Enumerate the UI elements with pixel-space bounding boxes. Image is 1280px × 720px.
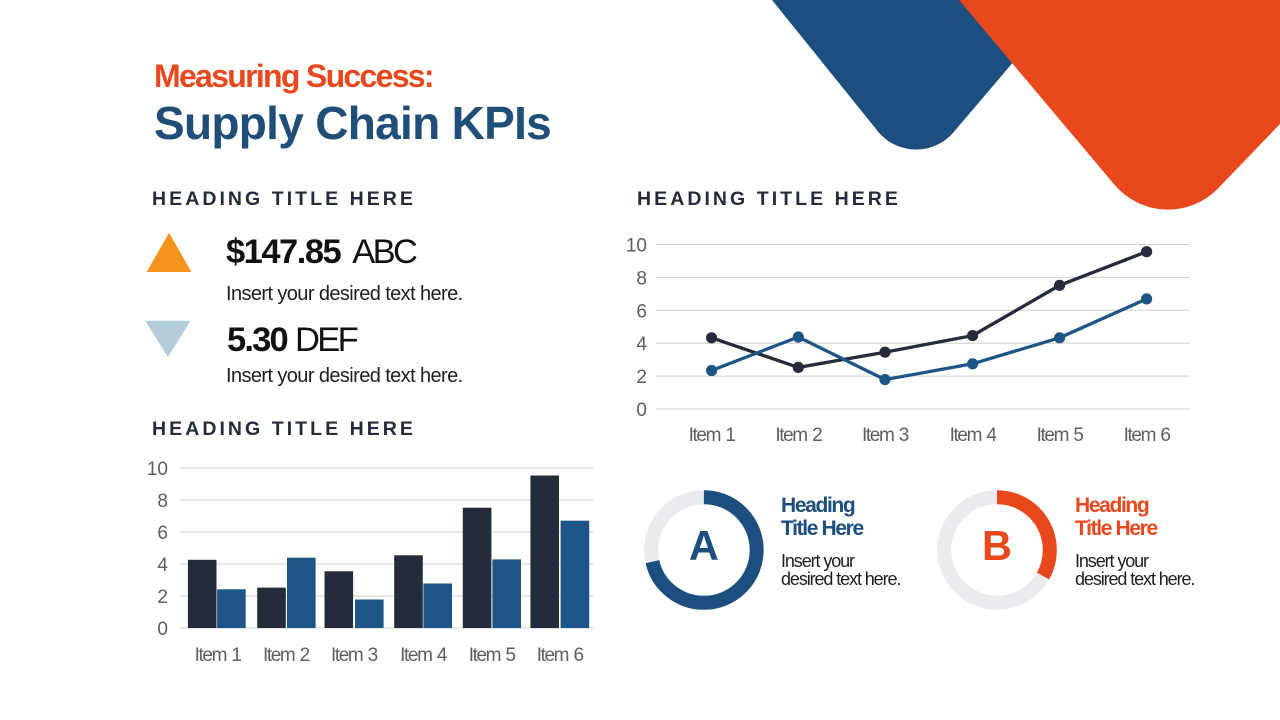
svg-text:4: 4 [636,334,647,355]
svg-text:Item 1: Item 1 [689,425,736,446]
svg-text:Item 5: Item 5 [1037,425,1084,446]
svg-text:0: 0 [636,400,647,421]
svg-text:10: 10 [147,459,168,480]
svg-text:2: 2 [157,587,168,608]
svg-text:Item 4: Item 4 [400,645,448,666]
svg-text:4: 4 [157,555,168,576]
svg-text:0: 0 [157,619,168,640]
svg-text:8: 8 [157,491,168,512]
svg-text:10: 10 [626,236,647,257]
svg-text:Item 3: Item 3 [862,425,909,446]
svg-text:Item 5: Item 5 [469,645,516,666]
svg-text:Item 6: Item 6 [1124,425,1171,446]
svg-text:6: 6 [636,301,647,322]
svg-text:Item 4: Item 4 [950,425,998,446]
svg-text:6: 6 [157,523,168,544]
svg-text:8: 8 [636,268,647,289]
svg-text:2: 2 [636,367,647,388]
svg-text:Item 1: Item 1 [195,645,242,666]
svg-text:Item 2: Item 2 [263,645,310,666]
svg-text:B: B [982,522,1012,569]
svg-text:Item 3: Item 3 [331,645,378,666]
svg-text:A: A [689,522,719,569]
svg-text:Item 6: Item 6 [537,645,584,666]
svg-text:Item 2: Item 2 [775,425,822,446]
